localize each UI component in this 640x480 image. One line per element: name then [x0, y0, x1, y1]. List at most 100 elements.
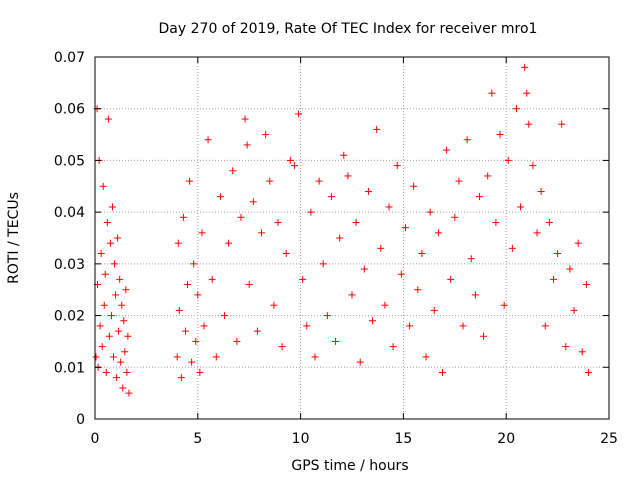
x-axis: 0 5 10 15 20 25	[91, 57, 618, 447]
data-point	[340, 151, 348, 159]
data-point	[545, 218, 553, 226]
data-point	[97, 250, 105, 258]
data-point	[194, 291, 202, 299]
data-point	[327, 193, 335, 201]
data-point	[504, 156, 512, 164]
data-point	[319, 260, 327, 268]
data-point	[125, 389, 133, 397]
data-point	[377, 244, 385, 252]
data-point	[430, 306, 438, 314]
data-point	[253, 327, 261, 335]
data-point	[111, 260, 119, 268]
data-point	[221, 312, 229, 320]
data-point	[523, 89, 531, 97]
data-point	[98, 343, 106, 351]
data-point	[438, 368, 446, 376]
data-point	[521, 63, 529, 71]
data-point	[529, 162, 537, 170]
data-point	[114, 234, 122, 242]
data-point	[115, 327, 123, 335]
data-point	[373, 125, 381, 133]
x-tick-label: 10	[292, 431, 310, 447]
data-point	[108, 203, 116, 211]
data-point	[179, 213, 187, 221]
data-point	[286, 156, 294, 164]
data-point	[123, 368, 131, 376]
data-point	[508, 244, 516, 252]
data-point	[245, 281, 253, 289]
data-point	[500, 301, 508, 309]
data-point	[212, 353, 220, 361]
data-point	[103, 218, 111, 226]
data-point	[181, 327, 189, 335]
data-point	[410, 182, 418, 190]
data-point	[364, 187, 372, 195]
data-point	[397, 270, 405, 278]
chart-title: Day 270 of 2019, Rate Of TEC Index for r…	[159, 21, 538, 37]
y-tick-label: 0.01	[54, 360, 85, 376]
data-point	[451, 213, 459, 221]
data-point	[229, 167, 237, 175]
data-point	[119, 384, 127, 392]
data-point	[336, 234, 344, 242]
data-point	[401, 224, 409, 232]
data-point	[122, 286, 130, 294]
x-tick-label: 0	[91, 431, 100, 447]
data-point	[426, 208, 434, 216]
data-point	[274, 218, 282, 226]
data-point	[270, 301, 278, 309]
data-point	[389, 343, 397, 351]
data-point	[200, 322, 208, 330]
data-point	[116, 275, 124, 283]
data-point	[369, 317, 377, 325]
data-point	[360, 265, 368, 273]
data-point	[124, 332, 132, 340]
data-point	[566, 265, 574, 273]
data-point	[241, 115, 249, 123]
grid	[95, 57, 609, 419]
data-point	[100, 301, 108, 309]
data-point	[323, 312, 331, 320]
data-point	[262, 131, 270, 139]
data-point	[204, 136, 212, 144]
data-point	[344, 172, 352, 180]
data-point	[525, 120, 533, 128]
data-point	[492, 218, 500, 226]
x-tick-label: 25	[600, 431, 618, 447]
data-point	[578, 348, 586, 356]
data-point	[295, 110, 303, 118]
data-point	[447, 275, 455, 283]
data-point	[117, 358, 125, 366]
data-point	[332, 337, 340, 345]
data-point	[570, 306, 578, 314]
data-point	[480, 332, 488, 340]
y-tick-label: 0.06	[54, 102, 85, 118]
data-point	[216, 193, 224, 201]
data-point	[541, 322, 549, 330]
data-point	[496, 131, 504, 139]
x-tick-label: 5	[193, 431, 202, 447]
data-point	[249, 198, 257, 206]
data-point	[406, 322, 414, 330]
data-point	[192, 337, 200, 345]
data-point	[574, 239, 582, 247]
data-point	[113, 374, 121, 382]
x-tick-label: 20	[497, 431, 515, 447]
data-point	[120, 317, 128, 325]
y-tick-label: 0.03	[54, 257, 85, 273]
data-point	[422, 353, 430, 361]
data-point	[443, 146, 451, 154]
data-point	[562, 343, 570, 351]
data-point	[177, 374, 185, 382]
data-point	[299, 275, 307, 283]
y-axis-label: ROTI / TECUs	[6, 192, 22, 284]
data-point	[101, 270, 109, 278]
x-tick-label: 15	[394, 431, 412, 447]
y-tick-label: 0	[76, 412, 85, 428]
data-point	[315, 177, 323, 185]
data-point	[455, 177, 463, 185]
data-point	[418, 250, 426, 258]
data-point	[92, 353, 100, 361]
plot-frame	[94, 56, 610, 420]
